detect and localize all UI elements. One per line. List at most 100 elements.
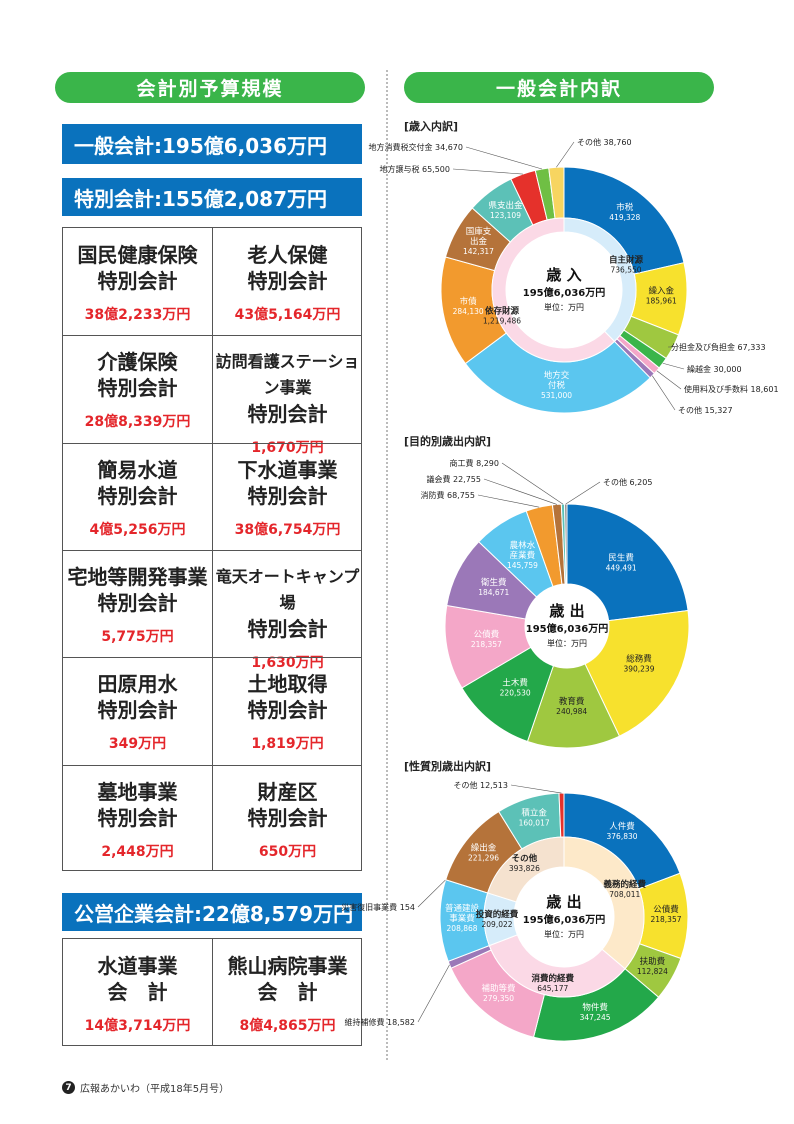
chart-center	[514, 867, 614, 967]
slice-value: 112,824	[637, 967, 668, 976]
slice-value: 284,130	[453, 307, 484, 316]
slice-value: 184,671	[478, 588, 509, 597]
account-name-suffix: 特別会計	[97, 269, 178, 293]
leader-line	[483, 478, 557, 505]
account-name: 水道事業	[97, 954, 178, 978]
general-account-bar: 一般会計:195億6,036万円	[62, 124, 362, 164]
column-divider	[386, 70, 388, 1060]
account-name-suffix: 特別会計	[247, 616, 328, 641]
slice-label: 扶助費	[640, 956, 666, 967]
account-name-suffix: 特別会計	[247, 269, 328, 293]
account-name-suffix: 特別会計	[97, 805, 178, 830]
account-cell: 土地取得 特別会計 1,819万円	[213, 657, 362, 764]
slice-label: 土木費	[502, 678, 528, 689]
slice-label: 物件費	[582, 1002, 608, 1013]
account-cell: 国民健康保険 特別会計 38億2,233万円	[63, 228, 212, 335]
slice-value: 185,961	[646, 296, 677, 305]
slice-label: 分担金及び負担金 67,333	[671, 342, 766, 352]
special-account-bar: 特別会計:155億2,087万円	[62, 178, 362, 216]
account-name: 国民健康保険	[77, 243, 198, 267]
center-unit: 単位：万円	[544, 302, 584, 312]
slice-label: 消防費 68,755	[420, 490, 475, 500]
chart-center	[525, 584, 609, 668]
slice-value: 376,830	[607, 832, 638, 841]
account-amount: 1,670万円	[251, 440, 324, 457]
chart-title-nature: [性質別歳出内訳]	[404, 760, 492, 773]
slice-value: 220,530	[500, 689, 531, 698]
account-cell: 財産区 特別会計 650万円	[213, 765, 362, 872]
slice-label: 出金	[470, 236, 488, 247]
account-cell: 竜天オートキャンプ場特別会計 1,630万円	[213, 550, 362, 671]
account-name: 熊山病院事業	[227, 954, 348, 978]
slice-value: 123,109	[490, 211, 521, 220]
grid-divider	[212, 939, 213, 1045]
inner-value: 736,550	[611, 266, 642, 275]
account-cell: 水道事業会 計 14億3,714万円	[63, 939, 212, 1047]
account-cell: 墓地事業 特別会計 2,448万円	[63, 765, 212, 872]
inner-value: 393,826	[509, 864, 540, 873]
slice-value: 160,017	[519, 818, 550, 827]
chart-title-purpose: [目的別歳出内訳]	[404, 435, 492, 448]
account-cell: 熊山病院事業会 計 8億4,865万円	[213, 939, 362, 1047]
account-amount: 14億3,714万円	[84, 1018, 191, 1034]
center-total: 195億6,036万円	[523, 286, 606, 299]
slice-value: 531,000	[541, 391, 572, 400]
slice-value: 390,239	[623, 664, 654, 673]
slice-label: 商工費 8,290	[450, 458, 499, 468]
slice-value: 347,245	[580, 1013, 611, 1022]
account-name-suffix: 会 計	[107, 980, 168, 1004]
center-total: 195億6,036万円	[523, 913, 606, 926]
pie-chart-2	[417, 784, 689, 1042]
account-name: 財産区	[257, 779, 318, 804]
slice-value: 208,868	[447, 924, 478, 933]
leader-line	[662, 362, 685, 370]
account-cell: 田原用水 特別会計 349万円	[63, 657, 212, 764]
grid-row-divider	[63, 657, 361, 659]
account-name-suffix: 特別会計	[247, 402, 328, 427]
leader-line	[452, 168, 523, 175]
account-name: 訪問看護ステーション事業	[215, 352, 360, 398]
account-name: 竜天オートキャンプ場	[215, 566, 360, 612]
account-name: 老人保健	[247, 243, 328, 267]
grid-row-divider	[63, 442, 361, 444]
pie-chart-0	[440, 141, 688, 414]
slice-label: 補助等費	[482, 983, 517, 994]
slice-label: 産業費	[510, 550, 536, 561]
account-amount: 4億5,256万円	[89, 521, 186, 538]
slice-label: 公債費	[474, 629, 500, 640]
footer-text: 広報あかいわ（平成18年5月号）	[80, 1084, 230, 1095]
account-amount: 1,630万円	[251, 654, 324, 671]
account-cell: 簡易水道 特別会計 4億5,256万円	[63, 443, 212, 550]
inner-value: 1,219,486	[483, 316, 521, 325]
slice-label: 衛生費	[481, 577, 507, 588]
slice-label: 繰出金	[471, 842, 497, 853]
leader-line	[465, 146, 543, 170]
inner-label: 投資的経費	[476, 909, 519, 920]
pie-chart-1	[444, 462, 690, 749]
right-heading: 一般会計内訳	[404, 72, 714, 103]
inner-value: 645,177	[537, 984, 568, 993]
leader-line	[477, 494, 540, 508]
inner-label: その他	[512, 853, 538, 864]
slice-label: 繰越金 30,000	[687, 364, 742, 374]
slice-label: その他 38,760	[577, 137, 632, 147]
slice-label: 市税	[616, 202, 634, 213]
slice-label: 使用料及び手数料 18,601	[684, 384, 779, 394]
account-amount: 38億2,233万円	[84, 307, 191, 323]
center-unit: 単位：万円	[547, 638, 587, 648]
account-name-suffix: 会 計	[257, 980, 318, 1004]
slice-label: 付税	[548, 380, 566, 391]
slice-label: 繰入金	[648, 285, 674, 296]
account-amount: 2,448万円	[101, 843, 174, 860]
grid-divider	[212, 228, 213, 870]
account-amount: 1,819万円	[251, 736, 324, 753]
leader-line	[565, 481, 601, 505]
grid-row-divider	[63, 335, 361, 337]
slice-value: 145,759	[507, 561, 538, 570]
account-amount: 5,775万円	[101, 628, 174, 645]
left-heading: 会計別予算規模	[55, 72, 365, 103]
slice-label: 民生費	[608, 552, 634, 563]
account-name: 土地取得	[247, 672, 328, 697]
slice-label: 農林水	[510, 540, 536, 551]
